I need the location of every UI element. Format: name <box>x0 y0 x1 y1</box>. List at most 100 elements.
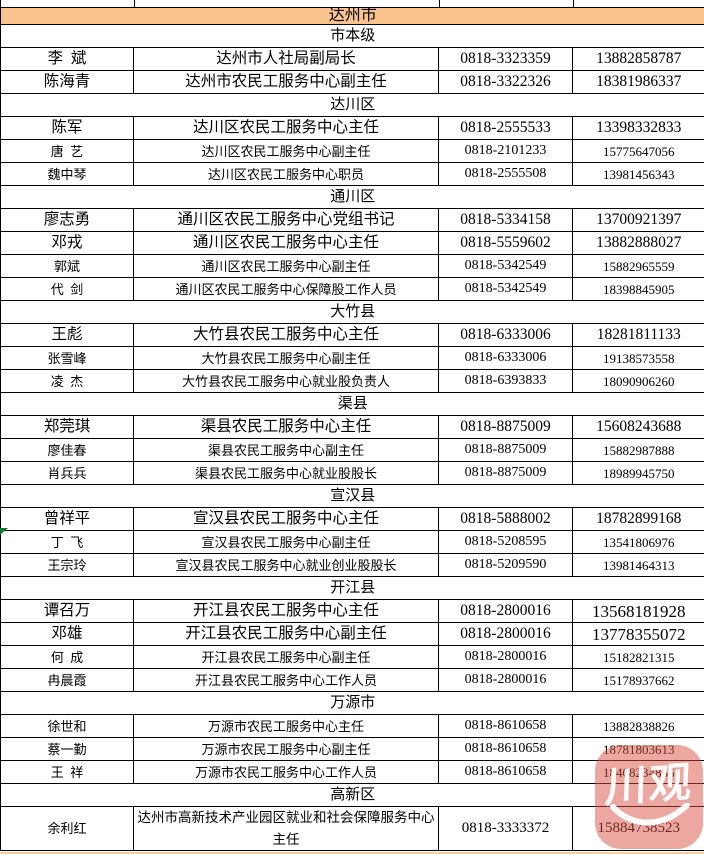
phone-cell: 0818-5209590 <box>438 553 573 577</box>
phone-cell: 0818-5888002 <box>438 507 573 531</box>
name-cell: 邓戎 <box>0 231 134 255</box>
contact-row: 蔡一勤 万源市农民工服务中心副主任 0818-8610658 18781803613 <box>0 737 704 761</box>
title-cell: 达州市农民工服务中心副主任 <box>133 70 439 94</box>
section-header-row: 万源市 <box>0 691 704 715</box>
phone-cell: 0818-6333006 <box>438 346 573 370</box>
title-cell: 达川区农民工服务中心副主任 <box>133 139 439 163</box>
title-cell: 宣汉县农民工服务中心就业创业股股长 <box>133 553 439 577</box>
title-cell: 开江县农民工服务中心工作人员 <box>133 668 439 692</box>
contact-row: 徐世和 万源市农民工服务中心主任 0818-8610658 13882838826 <box>0 714 704 738</box>
section-header-row: 市本级 <box>0 24 704 48</box>
section-header-cell: 宣汉县 <box>0 484 704 508</box>
mobile-cell: 13882888027 <box>571 231 704 255</box>
phone-cell: 0818-5334158 <box>438 208 573 232</box>
name-cell: 廖志勇 <box>0 208 134 232</box>
title-cell: 达州市人社局副局长 <box>133 47 439 71</box>
contact-row: 王宗玲 宣汉县农民工服务中心就业创业股股长 0818-5209590 13981464… <box>0 553 704 577</box>
contact-row: 王彪 大竹县农民工服务中心主任 0818-6333006 18281811133 <box>0 323 704 347</box>
title-cell: 大竹县农民工服务中心主任 <box>133 323 439 347</box>
section-header-cell: 市本级 <box>0 24 704 48</box>
contact-row: 余利红 达州市高新技术产业园区就业和社会保障服务中心主任 0818-3333372 1… <box>0 805 704 852</box>
name-cell: 李 斌 <box>0 47 134 71</box>
top-row-fragment <box>0 0 704 7</box>
city-header-cell: 达州市 <box>0 7 704 25</box>
title-cell: 宣汉县农民工服务中心主任 <box>133 507 439 531</box>
section-header-cell: 通川区 <box>0 185 704 209</box>
mobile-cell: 15884738523 <box>571 805 704 852</box>
name-cell: 谭召万 <box>0 599 134 623</box>
phone-cell: 0818-8610658 <box>438 737 573 761</box>
contact-row: 肖兵兵 渠县农民工服务中心就业股股长 0818-8875009 18989945750 <box>0 461 704 485</box>
name-cell: 郭斌 <box>0 254 134 278</box>
contact-row: 廖志勇 通川区农民工服务中心党组书记 0818-5334158 13700921397 <box>0 208 704 232</box>
mobile-cell: 13981456343 <box>571 162 704 186</box>
mobile-cell: 18781803613 <box>571 737 704 761</box>
title-cell: 渠县农民工服务中心主任 <box>133 415 439 439</box>
mobile-cell: 13882858787 <box>571 47 704 71</box>
name-cell: 王 祥 <box>0 760 134 784</box>
name-cell: 魏中琴 <box>0 162 134 186</box>
section-header-cell: 渠县 <box>0 392 704 416</box>
mobile-cell: 18090906260 <box>571 369 704 393</box>
phone-cell: 0818-2800016 <box>438 668 573 692</box>
name-cell: 郑莞琪 <box>0 415 134 439</box>
name-cell: 张雪峰 <box>0 346 134 370</box>
section-header-cell: 开江县 <box>0 576 704 600</box>
title-cell: 宣汉县农民工服务中心副主任 <box>133 530 439 554</box>
contact-row: 郭斌 通川区农民工服务中心副主任 0818-5342549 15882965559 <box>0 254 704 278</box>
contact-row: 张雪峰 大竹县农民工服务中心副主任 0818-6333006 19138573558 <box>0 346 704 370</box>
phone-cell: 0818-6333006 <box>438 323 573 347</box>
section-header-cell: 万源市 <box>0 691 704 715</box>
mobile-cell: 18408234866 <box>571 760 704 784</box>
title-cell: 通川区农民工服务中心党组书记 <box>133 208 439 232</box>
mobile-cell: 13882838826 <box>571 714 704 738</box>
contact-row: 郑莞琪 渠县农民工服务中心主任 0818-8875009 15608243688 <box>0 415 704 439</box>
title-cell: 渠县农民工服务中心副主任 <box>133 438 439 462</box>
mobile-cell: 18281811133 <box>571 323 704 347</box>
title-cell: 通川区农民工服务中心主任 <box>133 231 439 255</box>
mobile-cell: 13541806976 <box>571 530 704 554</box>
contact-row: 陈军 达川区农民工服务中心主任 0818-2555533 13398332833 <box>0 116 704 140</box>
mobile-cell: 13981464313 <box>571 553 704 577</box>
contact-row: 陈海青 达州市农民工服务中心副主任 0818-3322326 18381986337 <box>0 70 704 94</box>
mobile-cell: 15775647056 <box>571 139 704 163</box>
section-header-row: 大竹县 <box>0 300 704 324</box>
name-cell: 凌 杰 <box>0 369 134 393</box>
mobile-cell: 13398332833 <box>571 116 704 140</box>
title-cell: 开江县农民工服务中心副主任 <box>133 622 439 646</box>
mobile-cell: 18782899168 <box>571 507 704 531</box>
phone-cell: 0818-2800016 <box>438 622 573 646</box>
contact-row: 代 剑通川区农民工服务中心保障股工作人员 0818-5342549 18398845… <box>0 277 704 301</box>
section-header-row: 高新区 <box>0 783 704 807</box>
name-cell: 陈海青 <box>0 70 134 94</box>
phone-cell: 0818-2555508 <box>438 162 573 186</box>
phone-cell: 0818-8875009 <box>438 461 573 485</box>
mobile-cell: 18989945750 <box>571 461 704 485</box>
mobile-cell: 15178937662 <box>571 668 704 692</box>
phone-cell: 0818-8610658 <box>438 760 573 784</box>
phone-cell: 0818-2800016 <box>438 599 573 623</box>
phone-cell: 0818-2101233 <box>438 139 573 163</box>
section-header-cell: 达川区 <box>0 93 704 117</box>
contact-table: 达州市 市本级李 斌达州市人社局副局长 0818-3323359 138828587… <box>0 7 704 852</box>
phone-cell: 0818-5559602 <box>438 231 573 255</box>
contact-row: 李 斌达州市人社局副局长 0818-3323359 13882858787 <box>0 47 704 71</box>
name-cell: 余利红 <box>0 805 134 852</box>
mobile-cell: 15882965559 <box>571 254 704 278</box>
phone-cell: 0818-8875009 <box>438 415 573 439</box>
section-header-cell: 高新区 <box>0 783 704 807</box>
contact-row: 邓雄 开江县农民工服务中心副主任 0818-2800016 13778355072 <box>0 622 704 646</box>
contact-row: 丁 飞宣汉县农民工服务中心副主任 0818-5208595 13541806976 <box>0 530 704 554</box>
grid-line <box>573 0 574 7</box>
mobile-cell: 18381986337 <box>571 70 704 94</box>
mobile-cell: 19138573558 <box>571 346 704 370</box>
mobile-cell: 13778355072 <box>571 622 704 646</box>
phone-cell: 0818-2800016 <box>438 645 573 669</box>
phone-cell: 0818-3322326 <box>438 70 573 94</box>
contact-row: 廖佳春 渠县农民工服务中心副主任 0818-8875009 15882987888 <box>0 438 704 462</box>
title-cell: 万源市农民工服务中心工作人员 <box>133 760 439 784</box>
title-cell: 开江县农民工服务中心副主任 <box>133 645 439 669</box>
name-cell: 徐世和 <box>0 714 134 738</box>
section-header-row: 开江县 <box>0 576 704 600</box>
name-cell: 代 剑 <box>0 277 134 301</box>
